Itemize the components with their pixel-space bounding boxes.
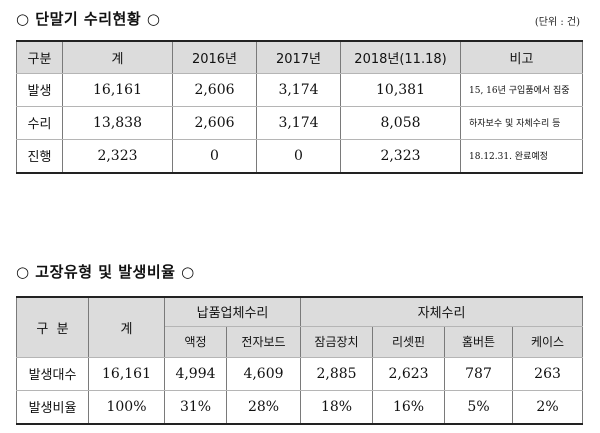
cell-value: 5% [444,389,514,425]
row-label: 발생대수 [16,356,89,391]
table-row: 발생비율 100% 31% 28% 18% 16% 5% 2% [16,389,584,425]
cell-2017: 0 [256,138,341,174]
cell-note: 18.12.31. 완료예정 [460,138,583,174]
unit-label: (단위 : 건) [534,17,580,28]
cell-value: 4,994 [164,356,227,391]
section2-title: ○ 고장유형 및 발생비율 ○ [16,263,195,281]
cell-2016: 2,606 [172,72,257,107]
cell-2018: 10,381 [340,72,461,107]
table-row: 발생대수 16,161 4,994 4,609 2,885 2,623 787 … [16,356,584,391]
cell-note: 15, 16년 구입품에서 집중 [460,72,583,107]
row-label: 진행 [16,138,63,174]
cell-value: 100% [88,389,165,425]
header-case: 케이스 [512,325,584,358]
cell-value: 787 [444,356,514,391]
row-label: 수리 [16,105,63,140]
header-lcd: 액정 [164,325,227,358]
table-row: 진행 2,323 0 0 2,323 18.12.31. 완료예정 [16,138,583,174]
cell-value: 2,885 [300,356,374,391]
cell-value: 28% [225,389,302,425]
repair-status-table: 구분 계 2016년 2017년 2018년(11.18) 비고 발생 16,1… [16,40,583,174]
cell-value: 16% [372,389,446,425]
cell-2018: 8,058 [340,105,461,140]
cell-value: 2% [512,389,584,425]
cell-2017: 3,174 [256,105,341,140]
header-2017: 2017년 [256,40,341,74]
header-total: 계 [62,40,173,74]
row-label: 발생비율 [16,389,89,425]
cell-value: 18% [300,389,374,425]
cell-value: 16,161 [88,356,165,391]
cell-value: 4,609 [225,356,302,391]
cell-2016: 0 [172,138,257,174]
cell-total: 13,838 [62,105,173,140]
cell-total: 16,161 [62,72,173,107]
cell-total: 2,323 [62,138,173,174]
header-total: 계 [88,296,165,358]
table-row: 발생 16,161 2,606 3,174 10,381 15, 16년 구입품… [16,72,583,107]
table-row: 수리 13,838 2,606 3,174 8,058 하자보수 및 자체수리 … [16,105,583,140]
header-lock: 잠금장치 [300,325,374,358]
cell-2016: 2,606 [172,105,257,140]
header-category: 구 분 [16,296,89,358]
header-board: 전자보드 [225,325,302,358]
row-label: 발생 [16,72,63,107]
header-note: 비고 [460,40,583,74]
header-self-repair: 자체수리 [300,296,584,327]
cell-2017: 3,174 [256,72,341,107]
header-vendor-repair: 납품업체수리 [163,296,302,327]
cell-value: 31% [164,389,227,425]
cell-note: 하자보수 및 자체수리 등 [460,105,583,140]
section1-title: ○ 단말기 수리현황 ○ [16,10,161,28]
cell-2018: 2,323 [340,138,461,174]
cell-value: 2,623 [372,356,446,391]
header-2018: 2018년(11.18) [340,40,461,74]
header-category: 구분 [16,40,63,74]
cell-value: 263 [512,356,584,391]
header-reset-pin: 리셋핀 [372,325,446,358]
header-home-button: 홈버튼 [444,325,514,358]
header-2016: 2016년 [172,40,257,74]
failure-type-table: 구 분 계 납품업체수리 자체수리 액정 전자보드 잠금장치 리셋핀 홈버튼 케… [16,296,584,425]
